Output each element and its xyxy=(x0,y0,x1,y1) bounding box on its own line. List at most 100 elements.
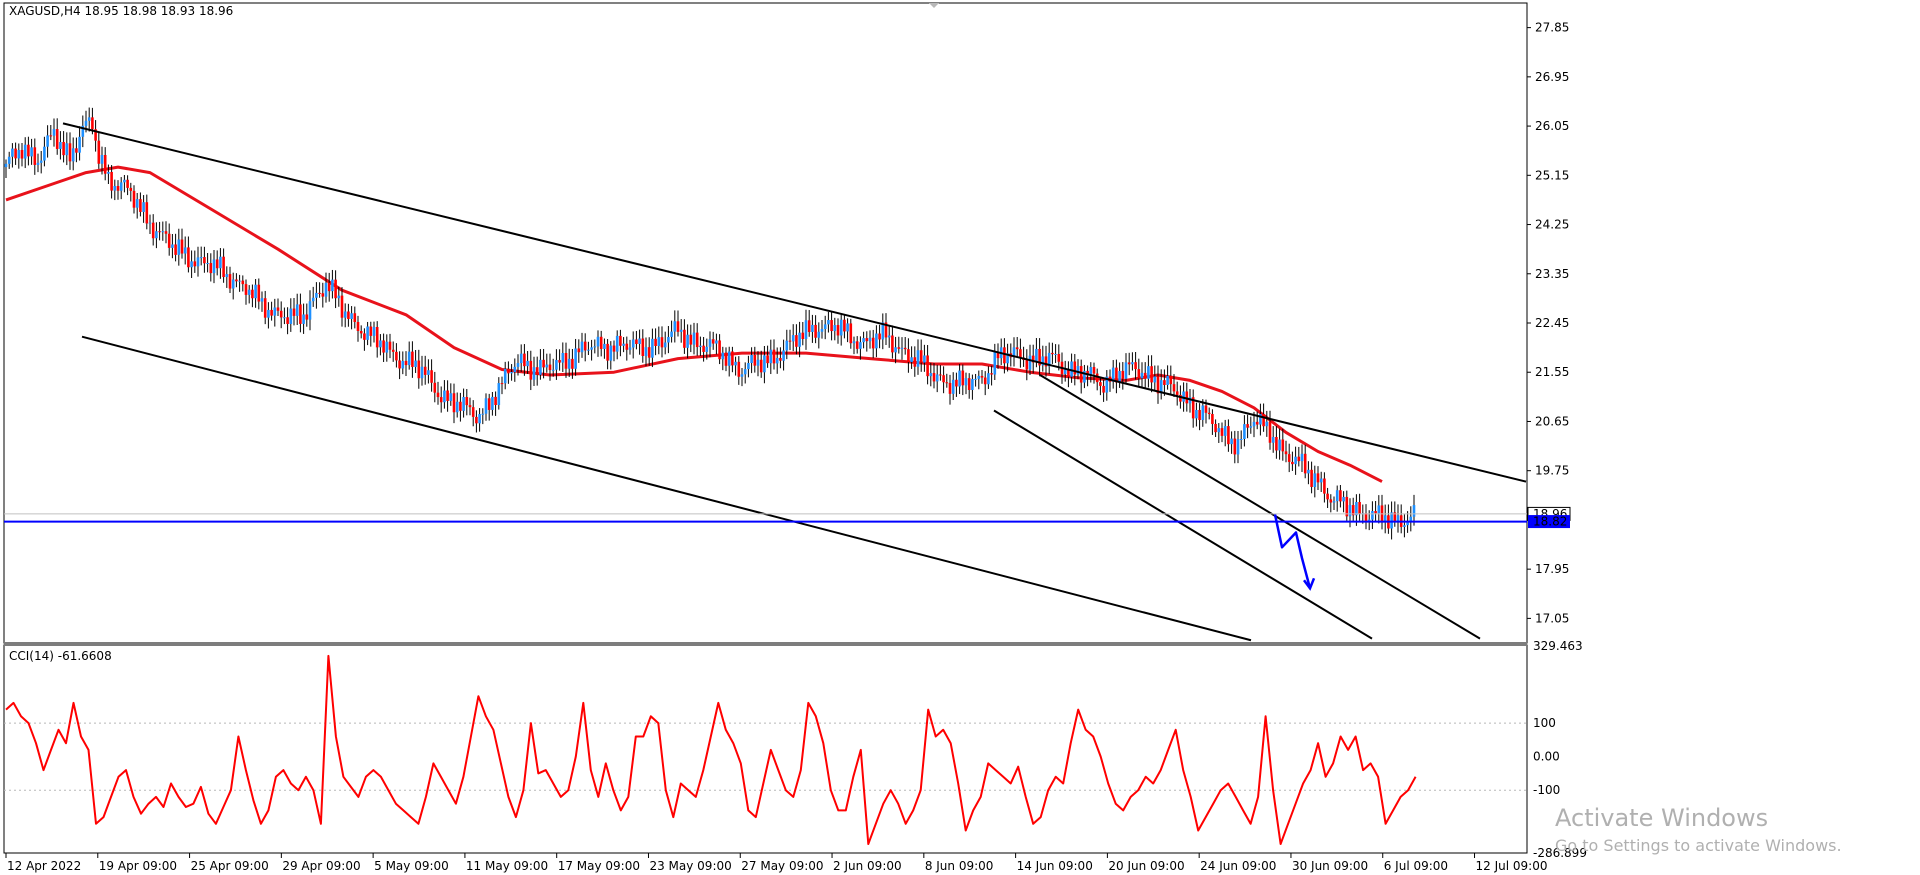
projection-path[interactable] xyxy=(1273,514,1312,589)
candle-body xyxy=(820,329,824,332)
candle-body xyxy=(1195,409,1198,419)
candle-body xyxy=(1383,515,1387,523)
candle-body xyxy=(692,332,696,345)
candle-body xyxy=(401,360,405,369)
candle-body xyxy=(1163,380,1166,385)
trendline-layer[interactable] xyxy=(62,122,1527,642)
candle-body xyxy=(932,373,936,382)
candle-body xyxy=(279,310,283,318)
candle-body xyxy=(155,231,158,239)
candle-body xyxy=(990,373,993,375)
candle-body xyxy=(564,352,568,369)
candle-body xyxy=(49,135,53,137)
candle-body xyxy=(795,335,798,347)
trendline[interactable] xyxy=(62,122,1527,483)
candle-body xyxy=(222,256,225,278)
candle-body xyxy=(852,341,856,344)
candle-body xyxy=(228,274,232,289)
candle-body xyxy=(705,346,709,352)
candle-body xyxy=(382,340,385,353)
candle-body xyxy=(577,348,581,353)
pane-separator[interactable] xyxy=(4,642,1527,646)
candle-body xyxy=(1262,414,1265,427)
candle-body xyxy=(1243,424,1246,440)
candle-body xyxy=(1294,456,1297,465)
candle-body xyxy=(462,397,465,411)
candle-body xyxy=(196,257,200,267)
candle-body xyxy=(1134,362,1137,370)
candle-body xyxy=(1249,426,1253,428)
candle-body xyxy=(487,398,491,410)
candle-body xyxy=(1070,361,1073,377)
candle-body xyxy=(609,345,613,361)
projection-arrowhead-icon xyxy=(1303,577,1316,591)
time-tick-label: 19 Apr 09:00 xyxy=(99,859,177,873)
candle-body xyxy=(1153,376,1157,383)
candle-body xyxy=(1121,370,1125,379)
candle-body xyxy=(407,351,411,366)
candle-body xyxy=(827,320,830,325)
candle-body xyxy=(199,257,203,259)
candle-body xyxy=(625,343,629,350)
candle-body xyxy=(1371,511,1374,520)
cci-series-layer xyxy=(5,654,1417,845)
candle-body xyxy=(391,349,395,352)
candle-body xyxy=(183,247,187,254)
candle-body xyxy=(167,233,171,248)
candle-body xyxy=(689,334,693,345)
candle-body xyxy=(171,244,174,248)
candle-body xyxy=(257,284,261,302)
time-tick-label: 25 Apr 09:00 xyxy=(191,859,269,873)
candle-body xyxy=(1031,355,1035,363)
candle-body xyxy=(23,144,27,159)
trendline[interactable] xyxy=(1039,374,1481,640)
candle-body xyxy=(753,354,757,366)
candle-body xyxy=(539,359,542,375)
candle-body xyxy=(430,370,433,383)
candle-body xyxy=(580,341,584,353)
candle-body xyxy=(1351,505,1355,516)
candle-body xyxy=(1185,391,1189,404)
candle-body xyxy=(1086,370,1089,376)
candle-body xyxy=(1111,367,1115,382)
candle-body xyxy=(641,338,645,357)
candle-body xyxy=(731,351,734,366)
candle-body xyxy=(660,337,664,348)
candle-body xyxy=(260,298,264,302)
candle-body xyxy=(903,347,907,350)
time-tick-label: 12 Jul 09:00 xyxy=(1476,859,1548,873)
candle-body xyxy=(545,364,549,368)
candle-body xyxy=(699,345,702,348)
candle-body xyxy=(244,284,248,295)
trendline[interactable] xyxy=(993,409,1373,640)
scroll-marker-icon[interactable] xyxy=(929,3,939,8)
candle-body xyxy=(78,136,81,153)
candle-body xyxy=(929,373,933,377)
candle-body xyxy=(59,141,62,149)
candle-body xyxy=(529,360,533,380)
candle-body xyxy=(571,358,574,369)
candle-body xyxy=(324,282,328,297)
candle-body xyxy=(385,341,389,353)
candle-body xyxy=(686,334,689,348)
projection-arrow-layer[interactable] xyxy=(1273,514,1316,591)
candle-body xyxy=(523,353,526,367)
candle-body xyxy=(411,351,414,367)
candle-body xyxy=(100,154,104,164)
candle-body xyxy=(251,289,254,299)
candle-body xyxy=(1406,521,1409,526)
candle-body xyxy=(1006,353,1009,364)
candle-body xyxy=(955,379,958,387)
candle-body xyxy=(606,343,609,361)
candle-body xyxy=(833,325,837,332)
candle-body xyxy=(1015,347,1019,350)
activate-windows-subtitle: Go to Settings to activate Windows. xyxy=(1555,836,1842,855)
candle-body xyxy=(267,309,270,318)
time-tick-label: 2 Jun 09:00 xyxy=(833,859,902,873)
trendline[interactable] xyxy=(81,335,1252,642)
candle-body xyxy=(4,163,8,168)
candle-body xyxy=(507,368,510,374)
